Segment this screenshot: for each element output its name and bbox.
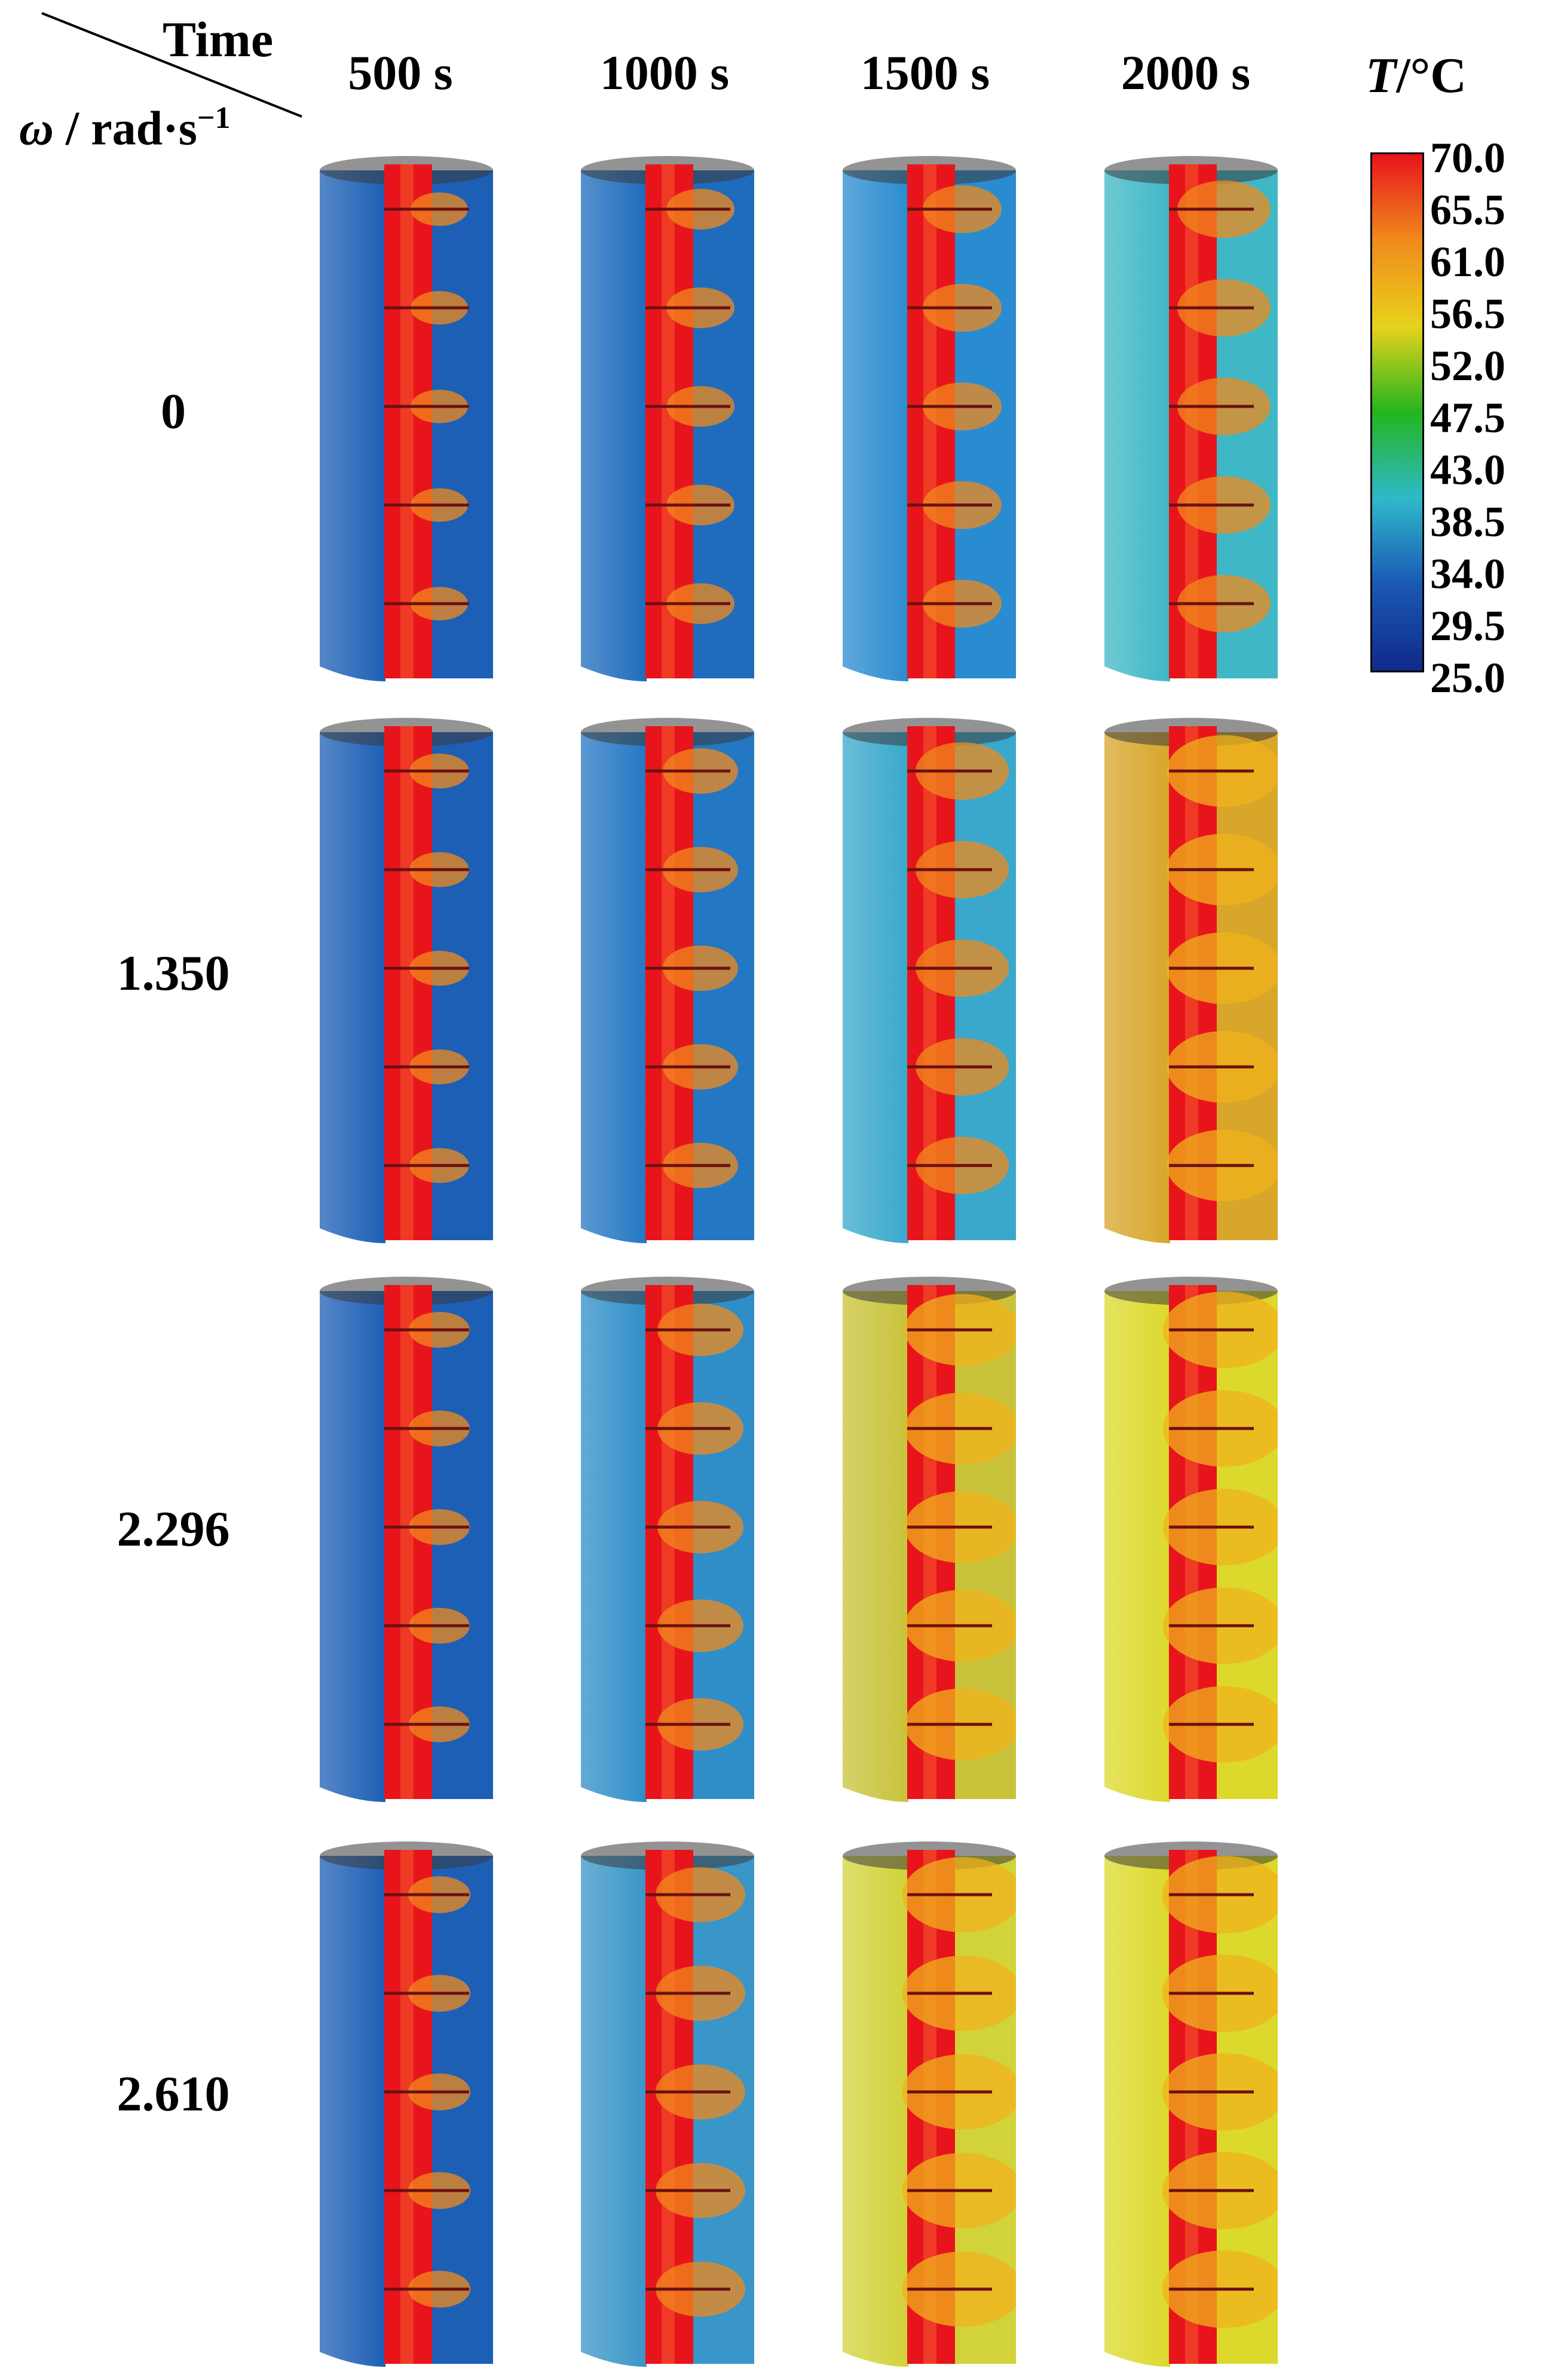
cutaway-cylinder-r2-c2 [843,1277,1016,1802]
time-axis-label: Time [163,12,274,68]
colorbar-tick-label: 47.5 [1430,394,1505,442]
temperature-colorbar [1370,152,1424,672]
cutaway-cylinder-r1-c0 [320,718,493,1243]
row-header-omega-2610: 2.610 [117,2066,230,2122]
cutaway-cylinder-r0-c2 [843,156,1016,681]
omega-symbol: ω [19,102,54,155]
cutaway-cylinder-r2-c0 [320,1277,493,1802]
cutaway-cylinder-r0-c1 [581,156,754,681]
colorbar-tick-label: 56.5 [1430,290,1505,338]
cutaway-cylinder-r3-c3 [1104,1841,1278,2367]
omega-axis-label: ω / rad·s−1 [19,100,231,157]
colorbar-tick-label: 38.5 [1430,498,1505,546]
colorbar-tick-label: 65.5 [1430,186,1505,234]
column-header-500s: 500 s [348,45,453,100]
omega-exponent: −1 [197,101,231,135]
cutaway-cylinder-r1-c2 [843,718,1016,1243]
cutaway-cylinder-r3-c0 [320,1841,493,2367]
header-divider-line [41,12,302,118]
row-header-omega-0: 0 [161,384,186,439]
colorbar-tick-label: 29.5 [1430,602,1505,650]
row-header-omega-2296: 2.296 [117,1501,230,1557]
column-header-1500s: 1500 s [860,45,990,100]
cutaway-cylinder-r3-c1 [581,1841,754,2367]
cutaway-cylinder-r0-c3 [1104,156,1278,681]
cutaway-cylinder-r2-c3 [1104,1277,1278,1802]
colorbar-tick-label: 34.0 [1430,550,1505,598]
colorbar-tick-label: 25.0 [1430,654,1505,702]
row-header-omega-1350: 1.350 [117,946,230,1001]
legend-title-unit: /°C [1396,48,1467,103]
cutaway-cylinder-r1-c1 [581,718,754,1243]
colorbar-tick-label: 52.0 [1430,342,1505,390]
legend-title: T/°C [1366,47,1467,105]
omega-unit: / rad·s [53,102,197,155]
column-header-1000s: 1000 s [599,45,730,100]
cutaway-cylinder-r0-c0 [320,156,493,681]
colorbar-tick-label: 61.0 [1430,238,1505,286]
cutaway-cylinder-r2-c1 [581,1277,754,1802]
column-header-2000s: 2000 s [1121,45,1251,100]
colorbar-tick-label: 43.0 [1430,446,1505,494]
cutaway-cylinder-r3-c2 [843,1841,1016,2367]
legend-title-var: T [1366,48,1397,103]
cutaway-cylinder-r1-c3 [1104,718,1278,1243]
colorbar-tick-label: 70.0 [1430,134,1505,182]
